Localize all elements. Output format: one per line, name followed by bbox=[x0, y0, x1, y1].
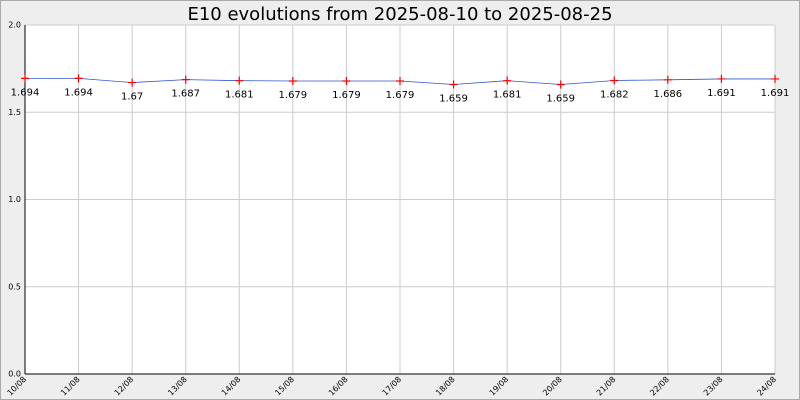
value-label: 1.679 bbox=[386, 90, 415, 101]
marker bbox=[74, 74, 83, 83]
value-label: 1.694 bbox=[64, 87, 93, 98]
marker bbox=[235, 76, 244, 85]
chart-title: E10 evolutions from 2025-08-10 to 2025-0… bbox=[187, 4, 612, 25]
marker bbox=[771, 74, 779, 83]
value-label: 1.67 bbox=[121, 92, 143, 103]
marker bbox=[342, 77, 351, 86]
value-label: 1.686 bbox=[654, 89, 683, 100]
value-label: 1.694 bbox=[11, 87, 40, 98]
value-label: 1.691 bbox=[761, 88, 790, 99]
marker bbox=[717, 74, 726, 83]
value-label: 1.679 bbox=[279, 90, 308, 101]
marker bbox=[21, 74, 29, 83]
marker bbox=[396, 77, 404, 86]
y-tick-label: 2.0 bbox=[8, 21, 21, 30]
marker bbox=[663, 75, 672, 84]
y-tick-label: 0.5 bbox=[8, 282, 21, 291]
value-label: 1.681 bbox=[225, 90, 254, 101]
value-label: 1.659 bbox=[546, 94, 575, 105]
value-label: 1.687 bbox=[171, 89, 200, 100]
marker bbox=[128, 78, 137, 87]
y-tick-label: 0.0 bbox=[8, 370, 21, 379]
value-label: 1.659 bbox=[439, 94, 468, 105]
value-label: 1.681 bbox=[493, 90, 522, 101]
value-label: 1.679 bbox=[332, 90, 361, 101]
marker bbox=[556, 80, 565, 89]
marker bbox=[610, 76, 619, 85]
marker bbox=[503, 76, 512, 85]
y-tick-label: 1.0 bbox=[8, 195, 21, 204]
marker bbox=[449, 80, 458, 89]
value-label: 1.682 bbox=[600, 89, 629, 100]
value-label: 1.691 bbox=[707, 88, 736, 99]
y-tick-label: 1.5 bbox=[8, 108, 21, 117]
marker bbox=[288, 77, 297, 86]
marker bbox=[181, 75, 190, 84]
